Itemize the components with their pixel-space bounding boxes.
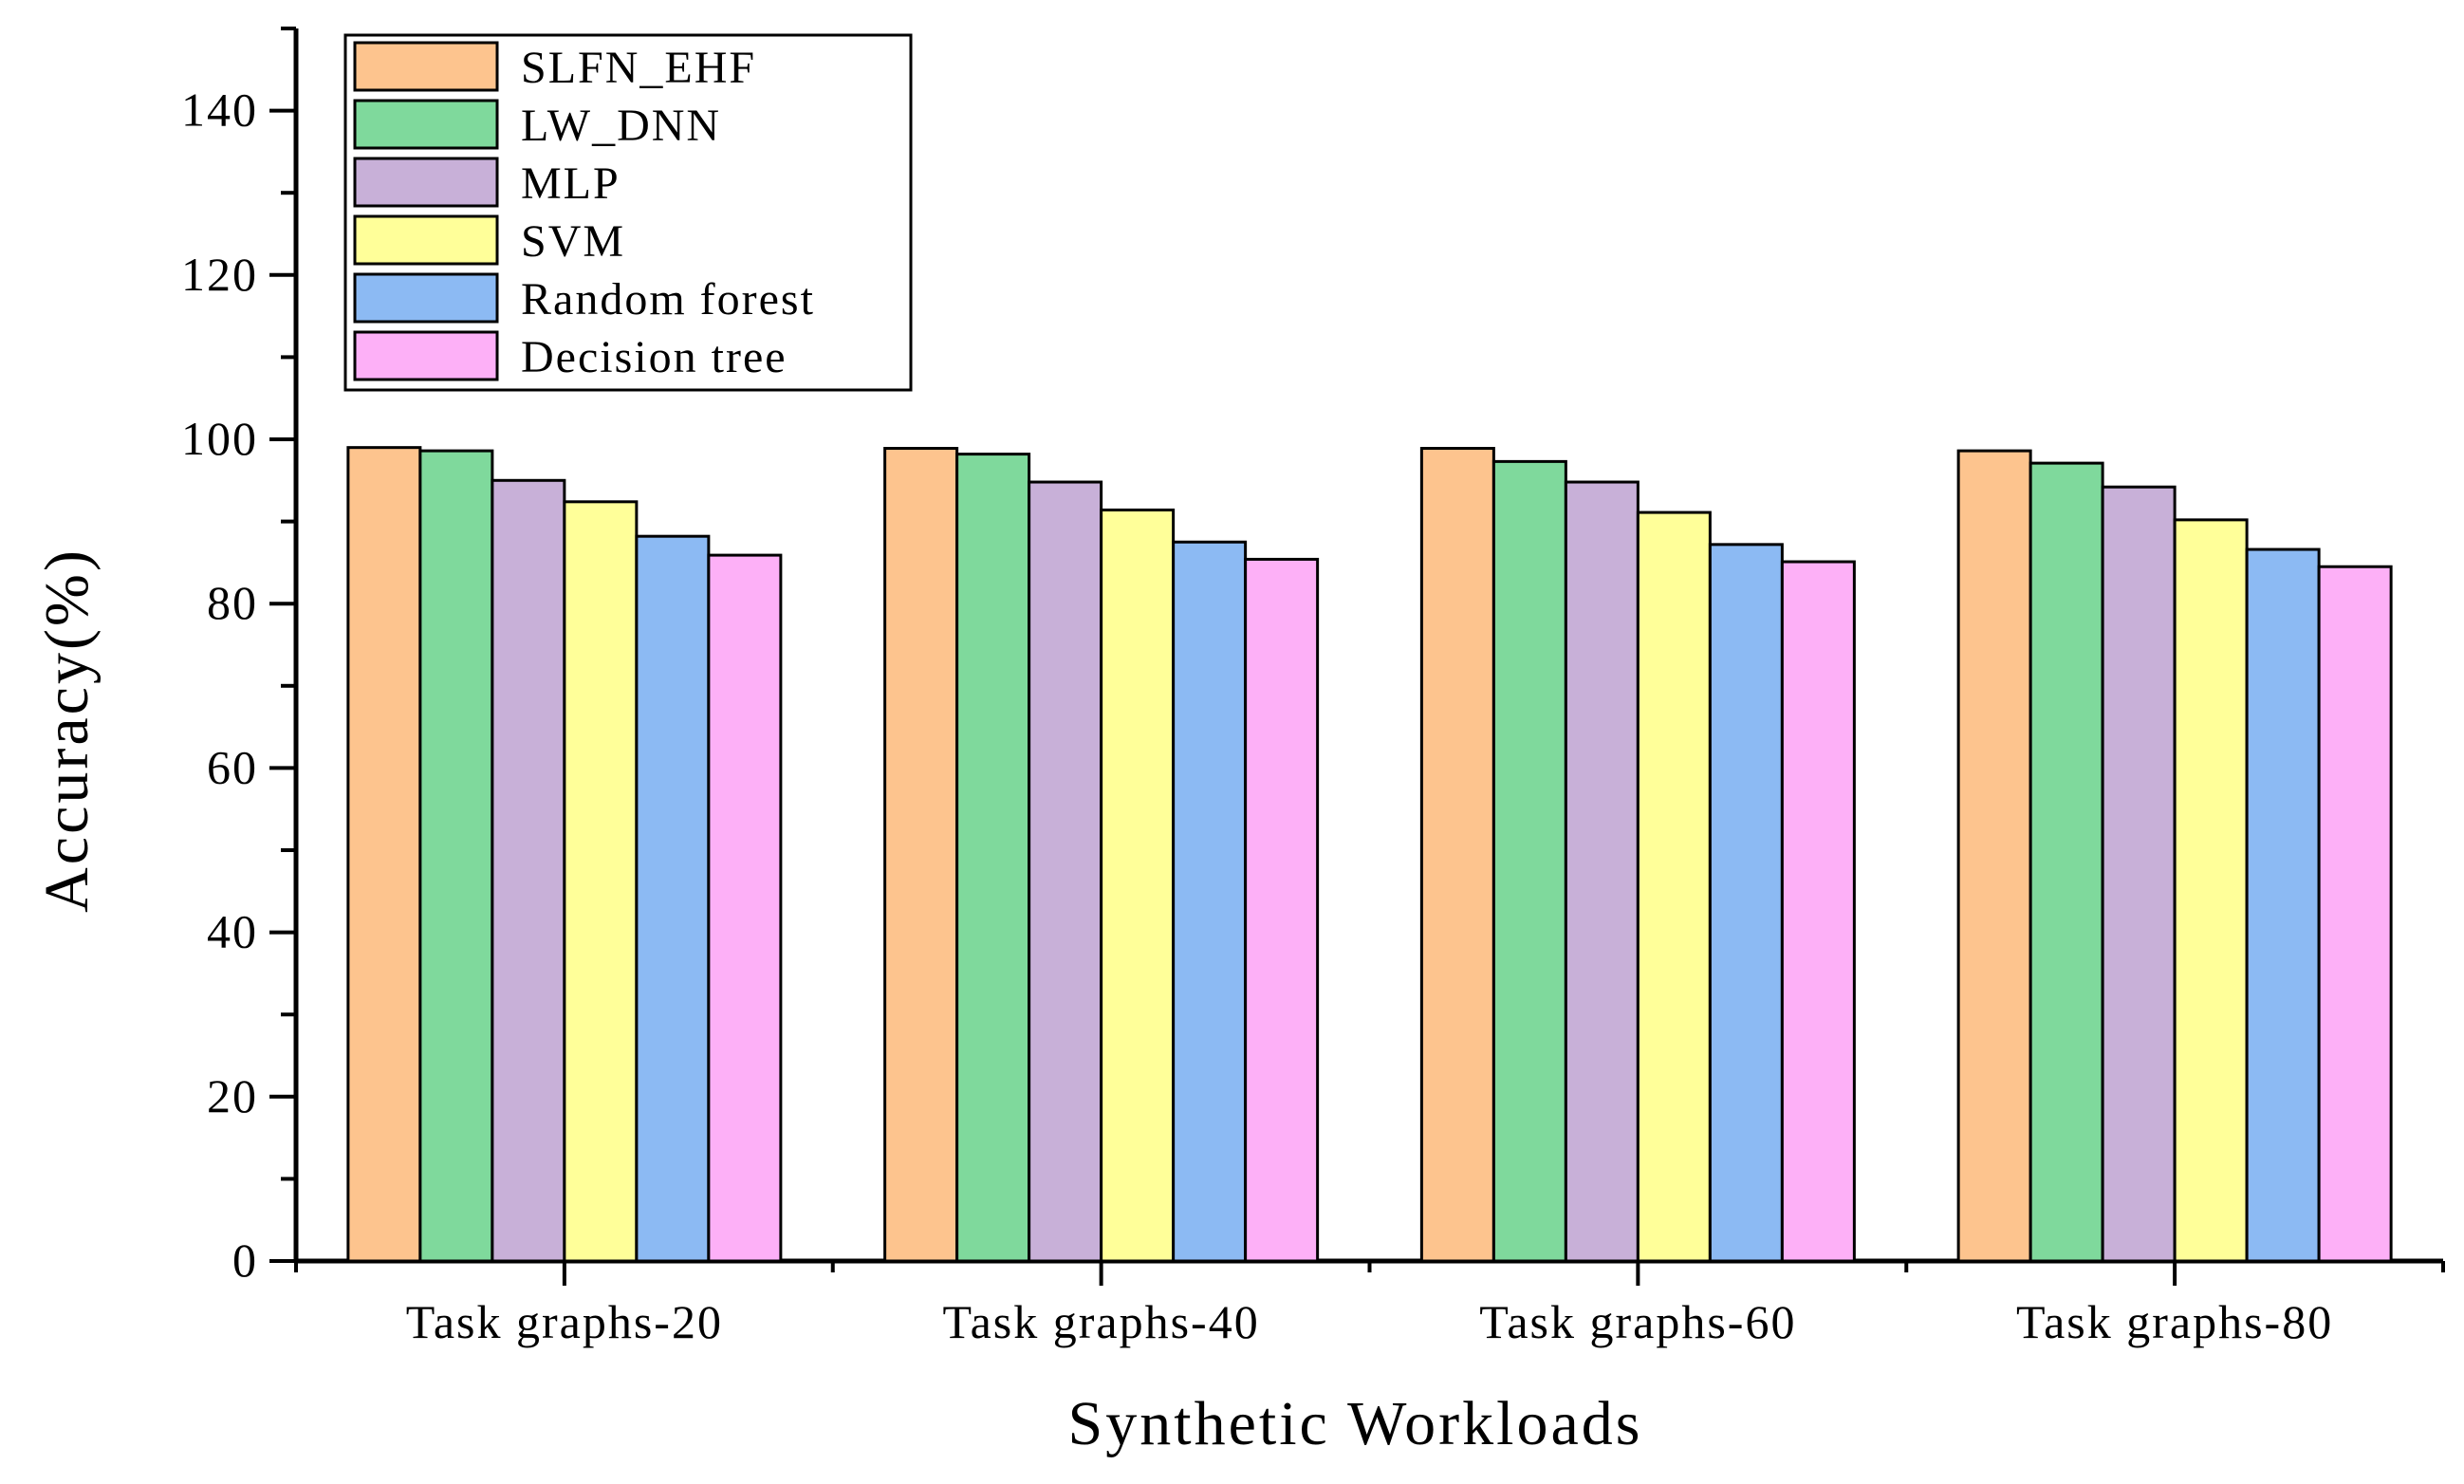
legend-label: MLP bbox=[521, 158, 621, 209]
bar bbox=[1028, 480, 1103, 1263]
bars bbox=[346, 446, 2393, 1263]
bar bbox=[707, 553, 783, 1263]
legend-swatch bbox=[353, 41, 499, 92]
legend-box bbox=[343, 33, 913, 392]
y-tick-label: 20 bbox=[207, 1069, 258, 1122]
y-tick-label: 40 bbox=[207, 905, 258, 958]
x-tick-label: Task graphs-40 bbox=[943, 1295, 1260, 1348]
legend-swatch bbox=[353, 157, 499, 208]
x-tick-label: Task graphs-60 bbox=[1479, 1295, 1796, 1348]
x-axis-title: Synthetic Workloads bbox=[1068, 1389, 1643, 1458]
y-tick-label: 140 bbox=[181, 83, 258, 137]
legend-swatch bbox=[353, 99, 499, 150]
bar bbox=[1564, 480, 1640, 1263]
bar bbox=[2245, 547, 2321, 1263]
bar bbox=[1780, 560, 1856, 1263]
bar bbox=[2029, 461, 2104, 1263]
bar bbox=[955, 453, 1031, 1263]
legend-swatch bbox=[353, 214, 499, 266]
bar bbox=[1956, 449, 2032, 1263]
bar bbox=[2173, 518, 2249, 1263]
bar bbox=[2101, 485, 2177, 1263]
y-tick-label: 120 bbox=[181, 248, 258, 301]
legend-label: SVM bbox=[521, 216, 625, 267]
x-axis: Task graphs-20 Task graphs-40 Task graphs-… bbox=[294, 1258, 2445, 1348]
bar bbox=[883, 447, 959, 1263]
y-axis-title: Accuracy(%) bbox=[32, 547, 102, 913]
legend: SLFN_EHF LW_DNN MLP SVM Random forest Decisio… bbox=[343, 33, 913, 392]
y-tick-label: 100 bbox=[181, 412, 258, 465]
legend-swatch bbox=[353, 272, 499, 324]
bar bbox=[2317, 565, 2393, 1263]
legend-label: Decision tree bbox=[521, 332, 787, 382]
bar bbox=[1244, 557, 1320, 1263]
x-tick-label: Task graphs-20 bbox=[406, 1295, 723, 1348]
legend-label: SLFN_EHF bbox=[521, 43, 756, 93]
legend-label: LW_DNN bbox=[521, 101, 721, 151]
bar bbox=[1172, 540, 1248, 1263]
bar bbox=[635, 534, 711, 1263]
y-tick-label: 60 bbox=[207, 740, 258, 793]
bar bbox=[346, 446, 422, 1263]
x-tick-label: Task graphs-80 bbox=[2016, 1295, 2333, 1348]
bar bbox=[1708, 543, 1784, 1263]
bar bbox=[1419, 447, 1495, 1263]
bar bbox=[491, 478, 566, 1263]
bar bbox=[418, 449, 494, 1263]
bar bbox=[1491, 459, 1567, 1263]
bar bbox=[1636, 510, 1712, 1263]
legend-swatch bbox=[353, 330, 499, 381]
legend-label: Random forest bbox=[521, 274, 815, 325]
y-tick-label: 0 bbox=[232, 1234, 258, 1287]
y-tick-label: 80 bbox=[207, 576, 258, 629]
bar bbox=[563, 500, 639, 1263]
y-axis: 0 20 40 60 80 100 120 140 bbox=[181, 27, 299, 1287]
bar bbox=[1100, 508, 1176, 1263]
